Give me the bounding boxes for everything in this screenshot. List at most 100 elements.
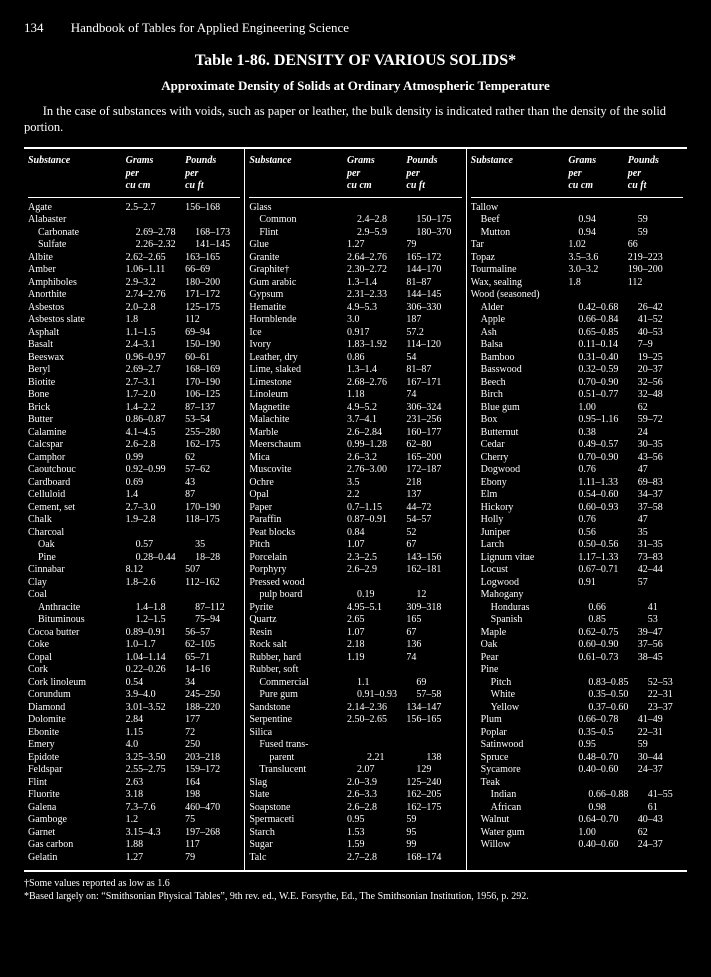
table-row: Cardboard0.6943 xyxy=(28,477,240,490)
table-row: Emery4.0250 xyxy=(28,739,240,752)
cell-grams: 0.96–0.97 xyxy=(126,352,185,365)
cell-pounds: 112 xyxy=(628,277,683,290)
page-number: 134 xyxy=(24,20,44,35)
cell-pounds: 141–145 xyxy=(195,239,250,252)
cell-substance: Alder xyxy=(471,302,579,315)
cell-pounds: 129 xyxy=(416,764,471,777)
cell-grams: 0.50–0.56 xyxy=(578,539,637,552)
cell-pounds: 24–37 xyxy=(638,764,693,777)
cell-substance: Hornblende xyxy=(249,314,347,327)
cell-grams: 0.40–0.60 xyxy=(578,839,637,852)
cell-grams: 0.31–0.40 xyxy=(578,352,637,365)
table-row: parent2.21138 xyxy=(249,752,461,765)
cell-pounds: 180–200 xyxy=(185,277,240,290)
cell-pounds: 106–125 xyxy=(185,389,240,402)
cell-pounds: 245–250 xyxy=(185,689,240,702)
cell-grams: 0.95–1.16 xyxy=(578,414,637,427)
cell-substance: Spermaceti xyxy=(249,814,347,827)
table-row: Bamboo0.31–0.4019–25 xyxy=(471,352,683,365)
table-row: Elm0.54–0.6034–37 xyxy=(471,489,683,502)
table-panel: SubstanceGramspercu cmPoundspercu ftGlas… xyxy=(245,149,466,870)
cell-pounds: 59 xyxy=(638,227,693,240)
cell-pounds: 306–324 xyxy=(406,402,461,415)
cell-grams: 1.3–1.4 xyxy=(347,364,406,377)
table-row: Honduras0.6641 xyxy=(471,602,683,615)
cell-pounds: 112 xyxy=(185,314,240,327)
cell-grams: 2.0–3.9 xyxy=(347,777,406,790)
table-row: Peat blocks0.8452 xyxy=(249,527,461,540)
cell-pounds: 59 xyxy=(638,214,693,227)
cell-grams: 3.15–4.3 xyxy=(126,827,185,840)
cell-grams: 0.61–0.73 xyxy=(578,652,637,665)
cell-grams: 1.2 xyxy=(126,814,185,827)
table-row: African0.9861 xyxy=(471,802,683,815)
table-row: Indian0.66–0.8841–55 xyxy=(471,789,683,802)
cell-grams: 2.9–5.9 xyxy=(357,227,416,240)
cell-pounds: 57 xyxy=(638,577,693,590)
table-row: Cocoa butter0.89–0.9156–57 xyxy=(28,627,240,640)
table-row: Logwood0.9157 xyxy=(471,577,683,590)
table-row: Malachite3.7–4.1231–256 xyxy=(249,414,461,427)
cell-pounds xyxy=(416,739,471,752)
cell-grams: 3.01–3.52 xyxy=(126,702,185,715)
cell-substance: Resin xyxy=(249,627,347,640)
cell-pounds: 41 xyxy=(648,602,703,615)
cell-pounds: 198 xyxy=(185,789,240,802)
cell-grams: 0.99 xyxy=(126,452,185,465)
cell-substance: Muscovite xyxy=(249,464,347,477)
table-row: Alabaster xyxy=(28,214,240,227)
table-row: Cork0.22–0.2614–16 xyxy=(28,664,240,677)
cell-pounds: 180–370 xyxy=(416,227,471,240)
table-row: Glass xyxy=(249,202,461,215)
cell-substance: Lime, slaked xyxy=(249,364,347,377)
table-row: Tar1.0266 xyxy=(471,239,683,252)
table-row: Garnet3.15–4.3197–268 xyxy=(28,827,240,840)
table-row: Paper0.7–1.1544–72 xyxy=(249,502,461,515)
cell-grams: 0.66–0.84 xyxy=(578,314,637,327)
cell-pounds: 156–165 xyxy=(406,714,461,727)
cell-substance: Brick xyxy=(28,402,126,415)
cell-substance: Gas carbon xyxy=(28,839,126,852)
cell-substance: Copal xyxy=(28,652,126,665)
cell-grams: 0.98 xyxy=(588,802,647,815)
cell-grams: 2.31–2.33 xyxy=(347,289,406,302)
cell-substance: Glass xyxy=(249,202,347,215)
table-row: Butternut0.3824 xyxy=(471,427,683,440)
cell-pounds: 309–318 xyxy=(406,602,461,615)
table-row: Porphyry2.6–2.9162–181 xyxy=(249,564,461,577)
col-pounds: Poundspercu ft xyxy=(406,155,461,193)
cell-grams: 0.35–0.5 xyxy=(578,727,637,740)
table-row: Topaz3.5–3.6219–223 xyxy=(471,252,683,265)
cell-pounds: 190–200 xyxy=(628,264,683,277)
cell-grams: 0.51–0.77 xyxy=(578,389,637,402)
cell-substance: Limestone xyxy=(249,377,347,390)
table-row: Rubber, hard1.1974 xyxy=(249,652,461,665)
table-row: Lime, slaked1.3–1.481–87 xyxy=(249,364,461,377)
cell-grams: 2.14–2.36 xyxy=(347,702,406,715)
cell-substance: Malachite xyxy=(249,414,347,427)
cell-grams: 1.27 xyxy=(347,239,406,252)
cell-grams: 3.18 xyxy=(126,789,185,802)
running-title: Handbook of Tables for Applied Engineeri… xyxy=(71,20,349,35)
table-row: Hematite4.9–5.3306–330 xyxy=(249,302,461,315)
cell-pounds: 62 xyxy=(638,402,693,415)
cell-substance: Slag xyxy=(249,777,347,790)
cell-pounds: 168–169 xyxy=(185,364,240,377)
cell-substance: Coke xyxy=(28,639,126,652)
cell-pounds xyxy=(628,202,683,215)
cell-substance: Lignum vitae xyxy=(471,552,579,565)
table-row: Coal xyxy=(28,589,240,602)
table-row: Coke1.0–1.762–105 xyxy=(28,639,240,652)
table-row: Poplar0.35–0.522–31 xyxy=(471,727,683,740)
cell-grams: 0.54 xyxy=(126,677,185,690)
cell-grams: 1.0–1.7 xyxy=(126,639,185,652)
cell-grams: 2.4–2.8 xyxy=(357,214,416,227)
table-row: Pure gum0.91–0.9357–58 xyxy=(249,689,461,702)
cell-grams: 0.66–0.88 xyxy=(588,789,647,802)
col-pounds: Poundspercu ft xyxy=(185,155,240,193)
table-row: Mica2.6–3.2165–200 xyxy=(249,452,461,465)
cell-pounds: 61 xyxy=(648,802,703,815)
cell-pounds: 219–223 xyxy=(628,252,683,265)
table-row: Spruce0.48–0.7030–44 xyxy=(471,752,683,765)
cell-pounds: 168–173 xyxy=(195,227,250,240)
